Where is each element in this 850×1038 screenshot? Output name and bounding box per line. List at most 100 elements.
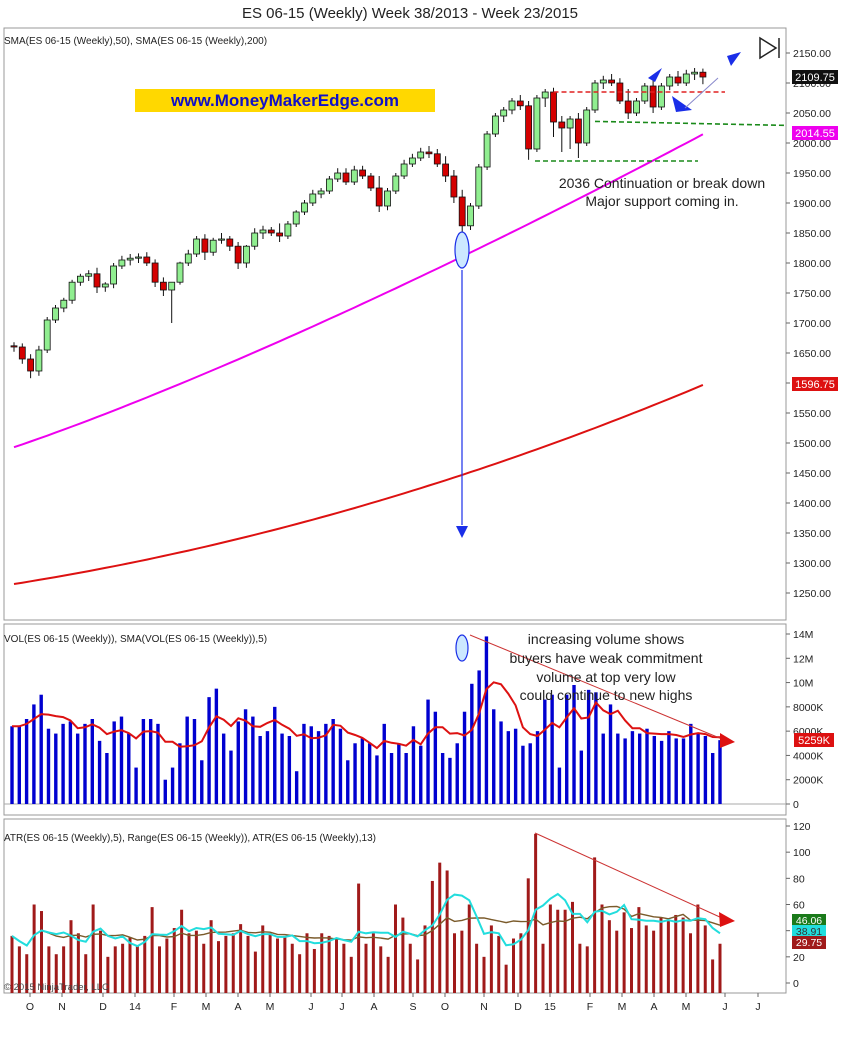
watermark-link[interactable]: www.MoneyMakerEdge.com xyxy=(170,91,399,110)
atr5-line xyxy=(11,892,721,948)
time-tick-label: J xyxy=(755,1001,760,1013)
time-tick-label: A xyxy=(234,1001,241,1013)
volume-tick-label: 10M xyxy=(793,678,813,690)
range-bar xyxy=(711,959,715,993)
volume-bar xyxy=(185,716,189,804)
up-arrow-left xyxy=(648,68,662,82)
range-bar xyxy=(512,938,515,993)
candle-body xyxy=(309,193,317,204)
range-bar xyxy=(460,930,464,993)
range-bar xyxy=(600,904,604,993)
candle-body xyxy=(658,85,665,108)
atr5-tag xyxy=(792,925,826,938)
volume-bar xyxy=(572,685,576,804)
sma200-line xyxy=(13,383,704,585)
range-bar xyxy=(423,925,427,993)
range-bar xyxy=(519,933,523,993)
volume-bar xyxy=(236,721,240,804)
candle-body xyxy=(267,229,275,234)
volume-annotation-line-2: buyers have weak commitment xyxy=(510,650,703,666)
skip-forward-icon[interactable] xyxy=(759,36,780,60)
range-tag xyxy=(792,936,826,949)
volume-bar xyxy=(411,726,416,804)
volume-bar xyxy=(90,719,94,804)
panel-frames xyxy=(3,27,787,994)
range-bar xyxy=(416,959,420,993)
range-bar xyxy=(357,883,361,993)
volume-bar xyxy=(389,753,394,804)
candle-body xyxy=(682,73,690,84)
atr-tick-label: 0 xyxy=(793,978,799,990)
highlight-ellipse-volume xyxy=(455,634,469,662)
volume-bar xyxy=(448,757,452,804)
range-bar xyxy=(445,870,449,993)
price-tick-label: 1550.00 xyxy=(793,408,831,420)
range-bar xyxy=(268,933,272,993)
volume-bar xyxy=(375,755,379,804)
range-bar xyxy=(571,901,574,993)
volume-tick-label: 12M xyxy=(793,653,813,665)
candle-body xyxy=(35,349,43,372)
range-bar xyxy=(615,930,619,993)
volume-bar xyxy=(674,738,678,804)
price-tick-label: 1750.00 xyxy=(793,288,831,300)
range-bar xyxy=(497,935,501,993)
time-tick-label: O xyxy=(441,1001,449,1013)
range-bar xyxy=(578,943,582,993)
candle-body xyxy=(317,190,325,195)
range-bar xyxy=(32,904,36,993)
range-last-value: 29.75 xyxy=(796,937,822,949)
volume-bar xyxy=(462,711,467,804)
candle-body xyxy=(68,281,76,301)
volume-bar xyxy=(623,738,627,804)
price-tick-label: 1950.00 xyxy=(793,168,831,180)
sma50-tag xyxy=(792,126,838,140)
time-tick-label: D xyxy=(99,1001,107,1013)
candle-body xyxy=(176,262,184,283)
range-bar xyxy=(246,935,250,993)
range-bar xyxy=(76,933,80,993)
volume-bar xyxy=(521,745,525,804)
range-bar xyxy=(453,933,456,993)
volume-last-tag xyxy=(794,733,834,747)
volume-bar xyxy=(243,709,248,804)
price-panel-label: SMA(ES 06-15 (Weekly),50), SMA(ES 06-15 … xyxy=(4,36,267,47)
candle-body xyxy=(450,175,458,198)
range-bar xyxy=(10,935,14,993)
range-bar xyxy=(563,909,567,993)
range-bar xyxy=(17,946,21,993)
range-bar xyxy=(349,956,353,993)
range-bar xyxy=(371,933,375,993)
price-tick-label: 1250.00 xyxy=(793,588,831,600)
candle-body xyxy=(458,196,466,227)
candle-body xyxy=(392,175,400,192)
range-bar xyxy=(681,917,685,993)
candle-body xyxy=(699,71,707,78)
range-bar xyxy=(143,935,147,993)
range-bar xyxy=(342,943,346,993)
range-bar xyxy=(150,907,154,993)
range-bar xyxy=(158,946,161,993)
candle-body xyxy=(168,281,176,291)
volume-annotation-line-4: could continue to new highs xyxy=(520,687,693,703)
candle-body xyxy=(516,100,524,107)
volume-tick-label: 8000K xyxy=(793,702,823,714)
atr-tick-label: 20 xyxy=(793,952,805,964)
candle-body xyxy=(550,91,557,123)
range-bar xyxy=(534,833,538,993)
range-bar xyxy=(305,933,309,993)
volume-bar xyxy=(214,688,219,804)
atr13-tag xyxy=(792,914,826,927)
range-bar xyxy=(482,956,486,993)
candle-body xyxy=(475,166,483,207)
volume-annotation-line-1: increasing volume shows xyxy=(528,631,684,647)
panel-frame-0 xyxy=(3,27,787,621)
candle-body xyxy=(126,257,134,261)
candle-body xyxy=(508,100,516,111)
candle-body xyxy=(60,299,68,309)
candle-body xyxy=(242,245,250,264)
volume-bar xyxy=(280,733,284,804)
volume-bar xyxy=(455,743,459,804)
candle-body xyxy=(77,275,84,283)
range-bar xyxy=(135,946,139,993)
